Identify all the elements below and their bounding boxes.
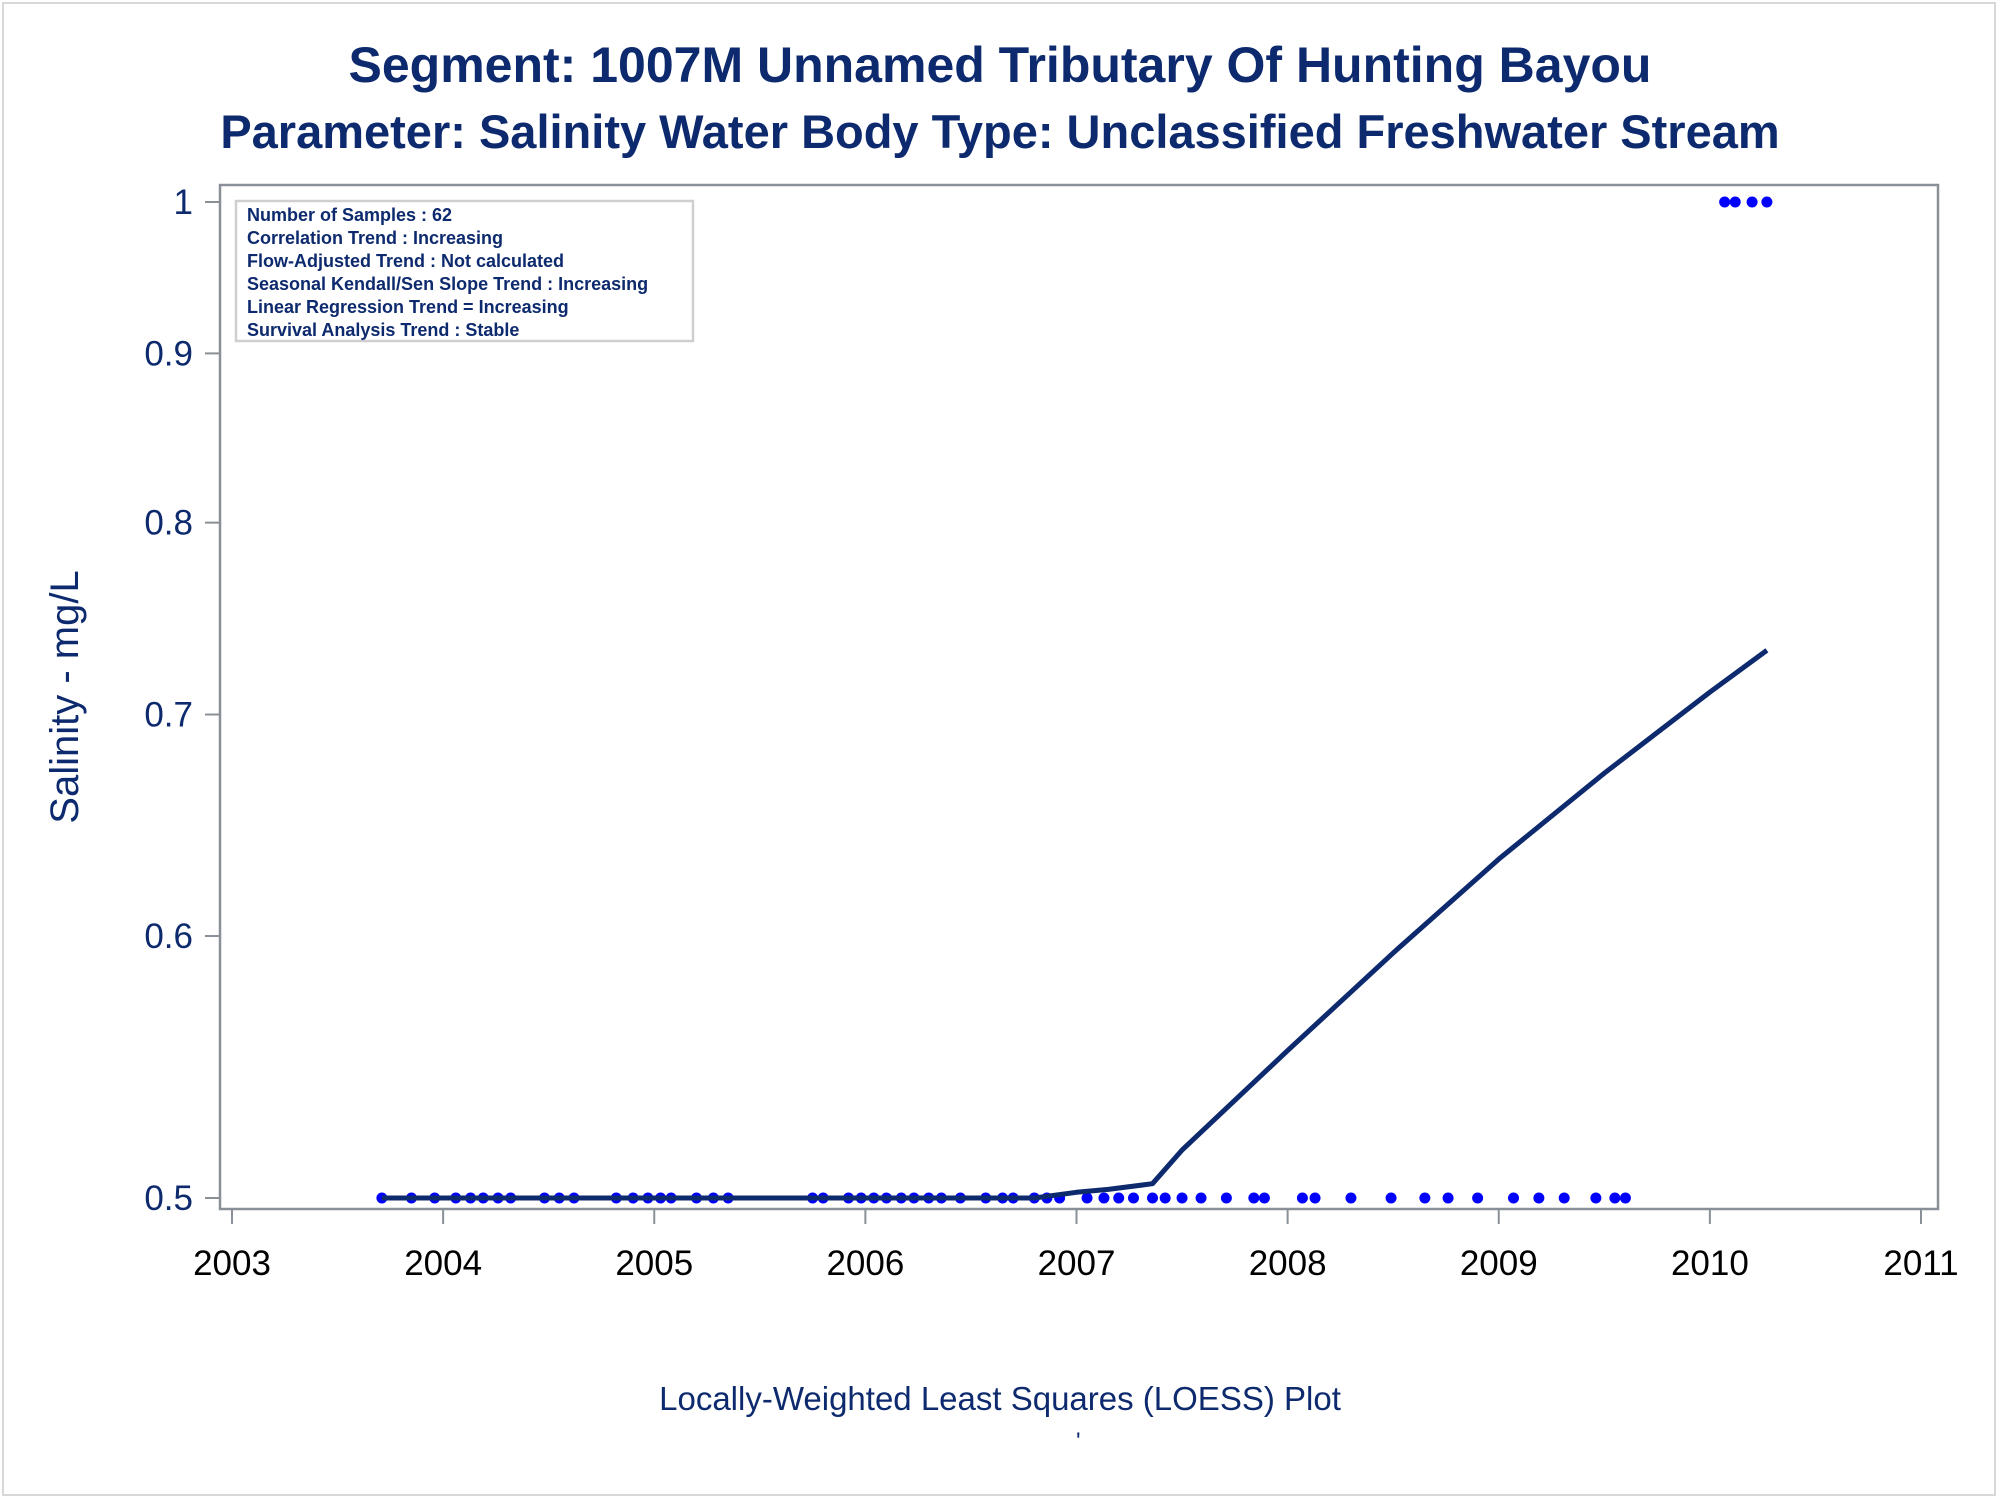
- data-point: [1309, 1192, 1321, 1204]
- plot-border: [218, 183, 1940, 1211]
- data-point: [1442, 1192, 1454, 1204]
- data-point: [1081, 1192, 1093, 1204]
- data-point: [1609, 1192, 1621, 1204]
- footnote: Locally-Weighted Least Squares (LOESS) P…: [659, 1380, 1341, 1417]
- data-point: [1159, 1192, 1171, 1204]
- data-point: [1258, 1192, 1270, 1204]
- x-tick-label: 2005: [615, 1244, 693, 1283]
- x-tick-label: 2008: [1249, 1244, 1327, 1283]
- x-tick-label: 2010: [1671, 1244, 1749, 1283]
- y-axis: 0.5 0.6 0.7 0.8 0.9 1: [144, 183, 220, 1218]
- y-tick-label: 0.9: [144, 334, 193, 373]
- x-axis: 2003 2004 2005 2006 2007 2008 2009 2010 2011: [193, 1209, 1959, 1283]
- x-tick-label: 2006: [826, 1244, 904, 1283]
- info-box-border: [234, 199, 695, 343]
- y-tick-label: 1: [174, 183, 193, 222]
- data-point: [1345, 1192, 1357, 1204]
- data-point: [1746, 196, 1758, 208]
- data-point: [1176, 1192, 1188, 1204]
- info-line: Flow-Adjusted Trend : Not calculated: [247, 251, 564, 271]
- y-axis-label: Salinity - mg/L: [43, 570, 87, 823]
- data-point: [1113, 1192, 1125, 1204]
- data-point: [1472, 1192, 1484, 1204]
- data-point: [1195, 1192, 1207, 1204]
- x-tick-label: 2003: [193, 1244, 271, 1283]
- data-point: [1729, 196, 1741, 208]
- data-point: [1098, 1192, 1110, 1204]
- info-line: Linear Regression Trend = Increasing: [247, 297, 569, 317]
- x-tick-label: 2004: [404, 1244, 482, 1283]
- data-point: [1147, 1192, 1159, 1204]
- info-line: Number of Samples : 62: [247, 205, 452, 225]
- x-tick-label: 2009: [1460, 1244, 1538, 1283]
- data-point: [1385, 1192, 1397, 1204]
- chart-subtitle: Parameter: Salinity Water Body Type: Unc…: [220, 105, 1780, 158]
- data-point: [1296, 1192, 1308, 1204]
- data-point: [1761, 196, 1773, 208]
- data-point: [1719, 196, 1731, 208]
- data-points: [376, 196, 1773, 1204]
- chart-title: Segment: 1007M Unnamed Tributary Of Hunt…: [348, 37, 1652, 93]
- data-point: [376, 1192, 388, 1204]
- data-point: [1248, 1192, 1260, 1204]
- data-point: [1220, 1192, 1232, 1204]
- loess-line: [381, 648, 1769, 1201]
- data-point: [1419, 1192, 1431, 1204]
- data-point: [1533, 1192, 1545, 1204]
- footnote-mark: ': [1076, 1428, 1081, 1455]
- y-tick-label: 0.7: [144, 696, 193, 735]
- data-point: [1128, 1192, 1140, 1204]
- data-point: [1508, 1192, 1520, 1204]
- x-tick-label: 2007: [1038, 1244, 1116, 1283]
- y-tick-label: 0.8: [144, 504, 193, 543]
- info-line: Correlation Trend : Increasing: [247, 228, 503, 248]
- x-tick-label: 2011: [1883, 1244, 1958, 1283]
- y-tick-label: 0.6: [144, 917, 193, 956]
- data-point: [1590, 1192, 1602, 1204]
- y-tick-label: 0.5: [144, 1179, 193, 1218]
- info-line: Survival Analysis Trend : Stable: [247, 320, 519, 340]
- data-point: [1619, 1192, 1631, 1204]
- data-point: [1558, 1192, 1570, 1204]
- info-box: Number of Samples : 62 Correlation Trend …: [234, 199, 695, 343]
- info-line: Seasonal Kendall/Sen Slope Trend : Incre…: [247, 274, 648, 294]
